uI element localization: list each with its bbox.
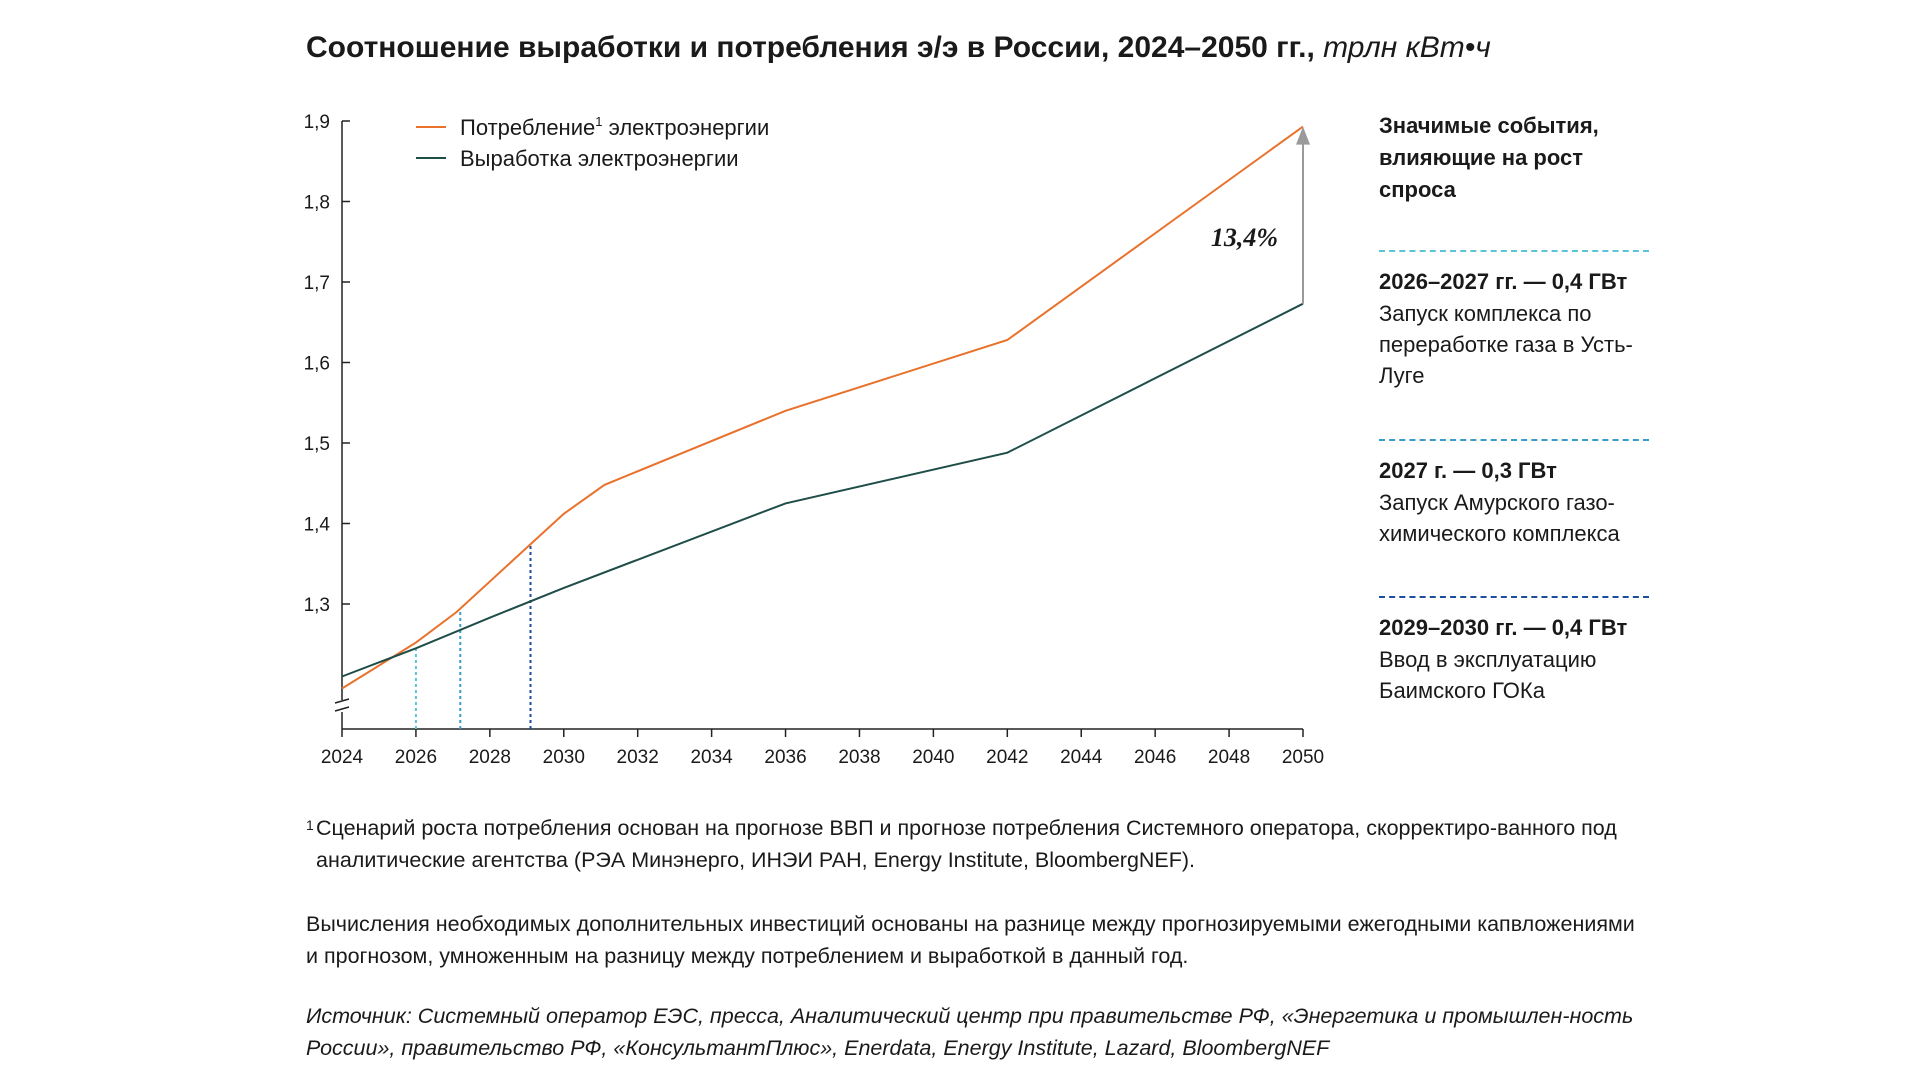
gap-label: 13,4% xyxy=(1211,223,1278,252)
x-tick-label: 2038 xyxy=(838,747,880,768)
event-item: 2027 г. — 0,3 ГВт Запуск Амурского газо-… xyxy=(1379,439,1669,549)
footnote-mark: 1 xyxy=(306,817,314,833)
series-consumption-line xyxy=(341,125,1304,690)
x-tick-label: 2050 xyxy=(1282,747,1324,768)
y-tick-label: 1,9 xyxy=(304,112,330,133)
footnote: 1 Сценарий роста потребления основан на … xyxy=(306,812,1646,876)
x-tick-label: 2034 xyxy=(690,747,733,768)
event-item: 2026–2027 гг. — 0,4 ГВт Запуск комплекса… xyxy=(1379,250,1669,391)
event-desc: Ввод в эксплуатацию Баимского ГОКа xyxy=(1379,647,1597,703)
legend-consumption-label: Потребление1 электроэнергии xyxy=(460,114,769,140)
event-divider xyxy=(1379,596,1649,598)
legend-consumption-sup: 1 xyxy=(595,114,602,129)
x-tick-label: 2042 xyxy=(986,747,1028,768)
events-panel: Значимые события, влияющие на рост спрос… xyxy=(1379,110,1669,703)
x-tick-label: 2030 xyxy=(543,747,585,768)
x-tick-label: 2036 xyxy=(764,747,806,768)
footnote-text: Сценарий роста потребления основан на пр… xyxy=(316,816,1617,872)
y-tick-label: 1,6 xyxy=(304,354,330,375)
legend-consumption-text: Потребление xyxy=(460,115,595,140)
chart-series xyxy=(341,125,1304,690)
chart-axes: 1,3 1,4 1,5 1,6 1,7 1,8 1,9 2024 2026 2028 2030 203… xyxy=(304,112,1325,768)
event-head: 2026–2027 гг. — 0,4 ГВт xyxy=(1379,269,1628,294)
chart-legend: Потребление1 электроэнергии Выработка эл… xyxy=(416,114,769,171)
y-tick-label: 1,4 xyxy=(304,515,331,536)
event-desc: Запуск Амурского газо-химического компле… xyxy=(1379,490,1620,546)
x-tick-label: 2046 xyxy=(1134,747,1176,768)
event-desc: Запуск комплекса по переработке газа в У… xyxy=(1379,301,1633,388)
axis-break-mark xyxy=(334,706,350,712)
x-tick-label: 2028 xyxy=(469,747,511,768)
y-tick-label: 1,3 xyxy=(304,595,330,616)
legend-consumption-rest: электроэнергии xyxy=(602,115,769,140)
x-tick-label: 2040 xyxy=(912,747,954,768)
x-tick-label: 2048 xyxy=(1208,747,1250,768)
events-title: Значимые события, влияющие на рост спрос… xyxy=(1379,113,1599,202)
series-production-line xyxy=(341,302,1304,678)
event-head: 2029–2030 гг. — 0,4 ГВт xyxy=(1379,615,1628,640)
gap-arrow-head xyxy=(1296,126,1310,145)
x-tick-label: 2026 xyxy=(395,747,437,768)
axis-break-mark xyxy=(334,698,350,704)
x-tick-label: 2024 xyxy=(321,747,364,768)
calculation-note: Вычисления необходимых дополнительных ин… xyxy=(306,912,1635,968)
chart-title-unit: трлн кВт•ч xyxy=(1323,31,1491,64)
y-tick-label: 1,5 xyxy=(304,434,330,455)
x-tick-label: 2032 xyxy=(617,747,659,768)
legend-production-label: Выработка электроэнергии xyxy=(460,146,739,171)
source-note: Источник: Системный оператор ЕЭС, пресса… xyxy=(306,1004,1634,1060)
y-tick-label: 1,7 xyxy=(304,273,330,294)
chart-title-main: Соотношение выработки и потребления э/э … xyxy=(306,31,1315,64)
y-tick-label: 1,8 xyxy=(304,193,330,214)
chart-title: Соотношение выработки и потребления э/э … xyxy=(306,28,1606,68)
x-tick-label: 2044 xyxy=(1060,747,1103,768)
gap-annotation: 13,4% xyxy=(1211,126,1310,304)
event-marker-lines xyxy=(414,544,532,729)
event-divider xyxy=(1379,439,1649,441)
event-divider xyxy=(1379,250,1649,252)
event-item: 2029–2030 гг. — 0,4 ГВт Ввод в эксплуата… xyxy=(1379,596,1669,706)
event-head: 2027 г. — 0,3 ГВт xyxy=(1379,458,1557,483)
